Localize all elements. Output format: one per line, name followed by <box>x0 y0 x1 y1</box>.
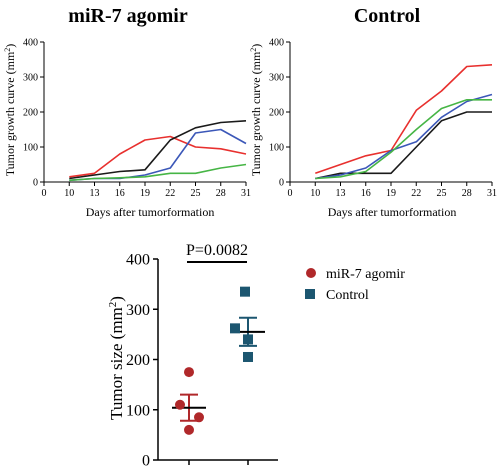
legend-marker-control <box>305 289 315 299</box>
series-line-4 <box>315 99 492 180</box>
x-tick-label: 28 <box>462 188 472 199</box>
x-tick-label: 28 <box>216 188 226 199</box>
data-point <box>184 367 194 378</box>
y-tick-label: 0 <box>279 178 284 189</box>
y-tick-label: 100 <box>126 402 150 419</box>
y-tick-label: 0 <box>33 178 38 189</box>
x-tick-label: 19 <box>386 188 396 199</box>
series-line-4 <box>69 163 247 182</box>
series-line-2 <box>315 111 492 180</box>
y-tick-label: 400 <box>23 38 38 49</box>
series-line-3 <box>315 93 493 180</box>
series-line-1 <box>315 64 493 175</box>
y-tick-label: 100 <box>269 143 284 154</box>
y-tick-label: 200 <box>23 108 38 119</box>
legend: miR-7 agomir Control <box>305 267 405 303</box>
y-axis-label: Tumor size (mm2) <box>107 296 126 420</box>
y-tick-label: 300 <box>23 73 38 84</box>
x-tick-label: 25 <box>191 188 201 199</box>
x-tick-label: 0 <box>288 188 293 199</box>
growth-chart-agomir: miR-7 agomir 0 100 200 300 400 0 10 13 16 19 22 25 2… <box>3 5 252 219</box>
x-axis-label: Days after tumorformation <box>86 205 215 219</box>
x-tick-label: 19 <box>140 188 150 199</box>
data-point <box>230 323 240 334</box>
y-tick-label: 400 <box>126 252 150 269</box>
x-tick-label: 25 <box>437 188 447 199</box>
chart-title: Control <box>354 5 421 27</box>
data-point <box>184 424 194 435</box>
x-tick-label: 10 <box>64 188 74 199</box>
legend-label-control: Control <box>326 288 369 303</box>
y-tick-label: 200 <box>126 352 150 369</box>
data-point <box>243 334 253 345</box>
x-tick-label: 0 <box>42 188 47 199</box>
data-point <box>194 412 204 423</box>
chart-title: miR-7 agomir <box>68 5 188 27</box>
x-tick-label: 13 <box>336 188 346 199</box>
x-tick-label: 22 <box>411 188 421 199</box>
p-value-annotation: P=0.0082 <box>186 242 248 259</box>
legend-label-agomir: miR-7 agomir <box>326 267 405 282</box>
data-point <box>175 399 185 410</box>
y-tick-label: 200 <box>269 108 284 119</box>
x-axis-label: Days after tumorformation <box>328 205 457 219</box>
y-tick-label: 400 <box>269 38 284 49</box>
data-point <box>240 286 250 297</box>
y-tick-label: 100 <box>23 143 38 154</box>
growth-chart-control: Control 0 100 200 300 400 0 10 13 16 19 22 25 28 31 D… <box>249 5 498 219</box>
y-tick-label: 300 <box>126 302 150 319</box>
series-line-1 <box>69 135 247 178</box>
x-tick-label: 31 <box>241 188 251 199</box>
x-tick-label: 16 <box>115 188 125 199</box>
legend-marker-agomir <box>306 268 316 278</box>
x-tick-label: 13 <box>90 188 100 199</box>
y-axis-label: Tumor growth curve (mm2) <box>3 44 18 177</box>
x-tick-label: 16 <box>361 188 371 199</box>
x-tick-label: 31 <box>487 188 497 199</box>
x-tick-label: 22 <box>165 188 175 199</box>
y-tick-label: 300 <box>269 73 284 84</box>
y-axis-label: Tumor growth curve (mm2) <box>249 44 264 177</box>
data-point <box>243 351 253 362</box>
series-line-2 <box>69 120 247 180</box>
y-tick-label: 0 <box>142 453 150 467</box>
x-tick-label: 10 <box>310 188 320 199</box>
